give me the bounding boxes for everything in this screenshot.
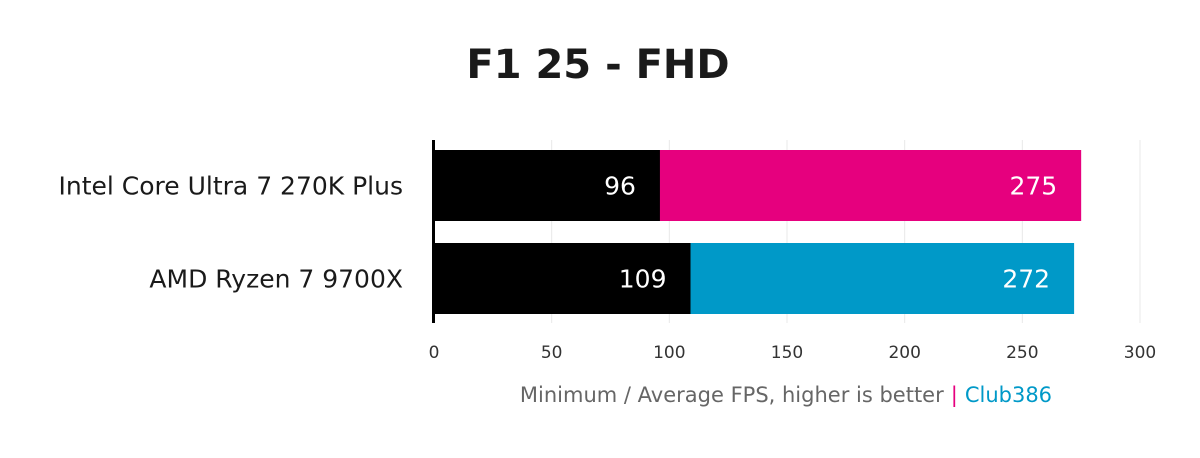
x-axis-label-text: Minimum / Average FPS, higher is better <box>520 383 944 407</box>
chart-title: F1 25 - FHD <box>466 42 729 88</box>
x-axis-label: Minimum / Average FPS, higher is better |… <box>520 383 1052 408</box>
x-tick-label: 300 <box>1124 343 1156 363</box>
category-label: Intel Core Ultra 7 270K Plus <box>59 172 404 201</box>
category-label: AMD Ryzen 7 9700X <box>149 265 403 294</box>
value-label-minimum: 96 <box>604 172 636 201</box>
x-tick-labels: 0 50 100 150 200 250 300 <box>429 343 1157 363</box>
value-label-average: 272 <box>1002 265 1050 294</box>
x-tick-label: 50 <box>541 343 563 363</box>
brand-label: Club386 <box>965 383 1052 407</box>
value-label-average: 275 <box>1009 172 1057 201</box>
bar-minimum <box>434 243 691 314</box>
x-tick-label: 0 <box>429 343 440 363</box>
bar-minimum <box>434 150 660 221</box>
x-tick-label: 100 <box>653 343 685 363</box>
value-label-minimum: 109 <box>619 265 667 294</box>
bars: Intel Core Ultra 7 270K Plus 275 96 AMD Ryz… <box>59 150 1082 314</box>
x-tick-label: 200 <box>888 343 920 363</box>
x-tick-label: 150 <box>771 343 803 363</box>
x-tick-label: 250 <box>1006 343 1038 363</box>
x-axis-label-separator: | <box>951 383 958 408</box>
